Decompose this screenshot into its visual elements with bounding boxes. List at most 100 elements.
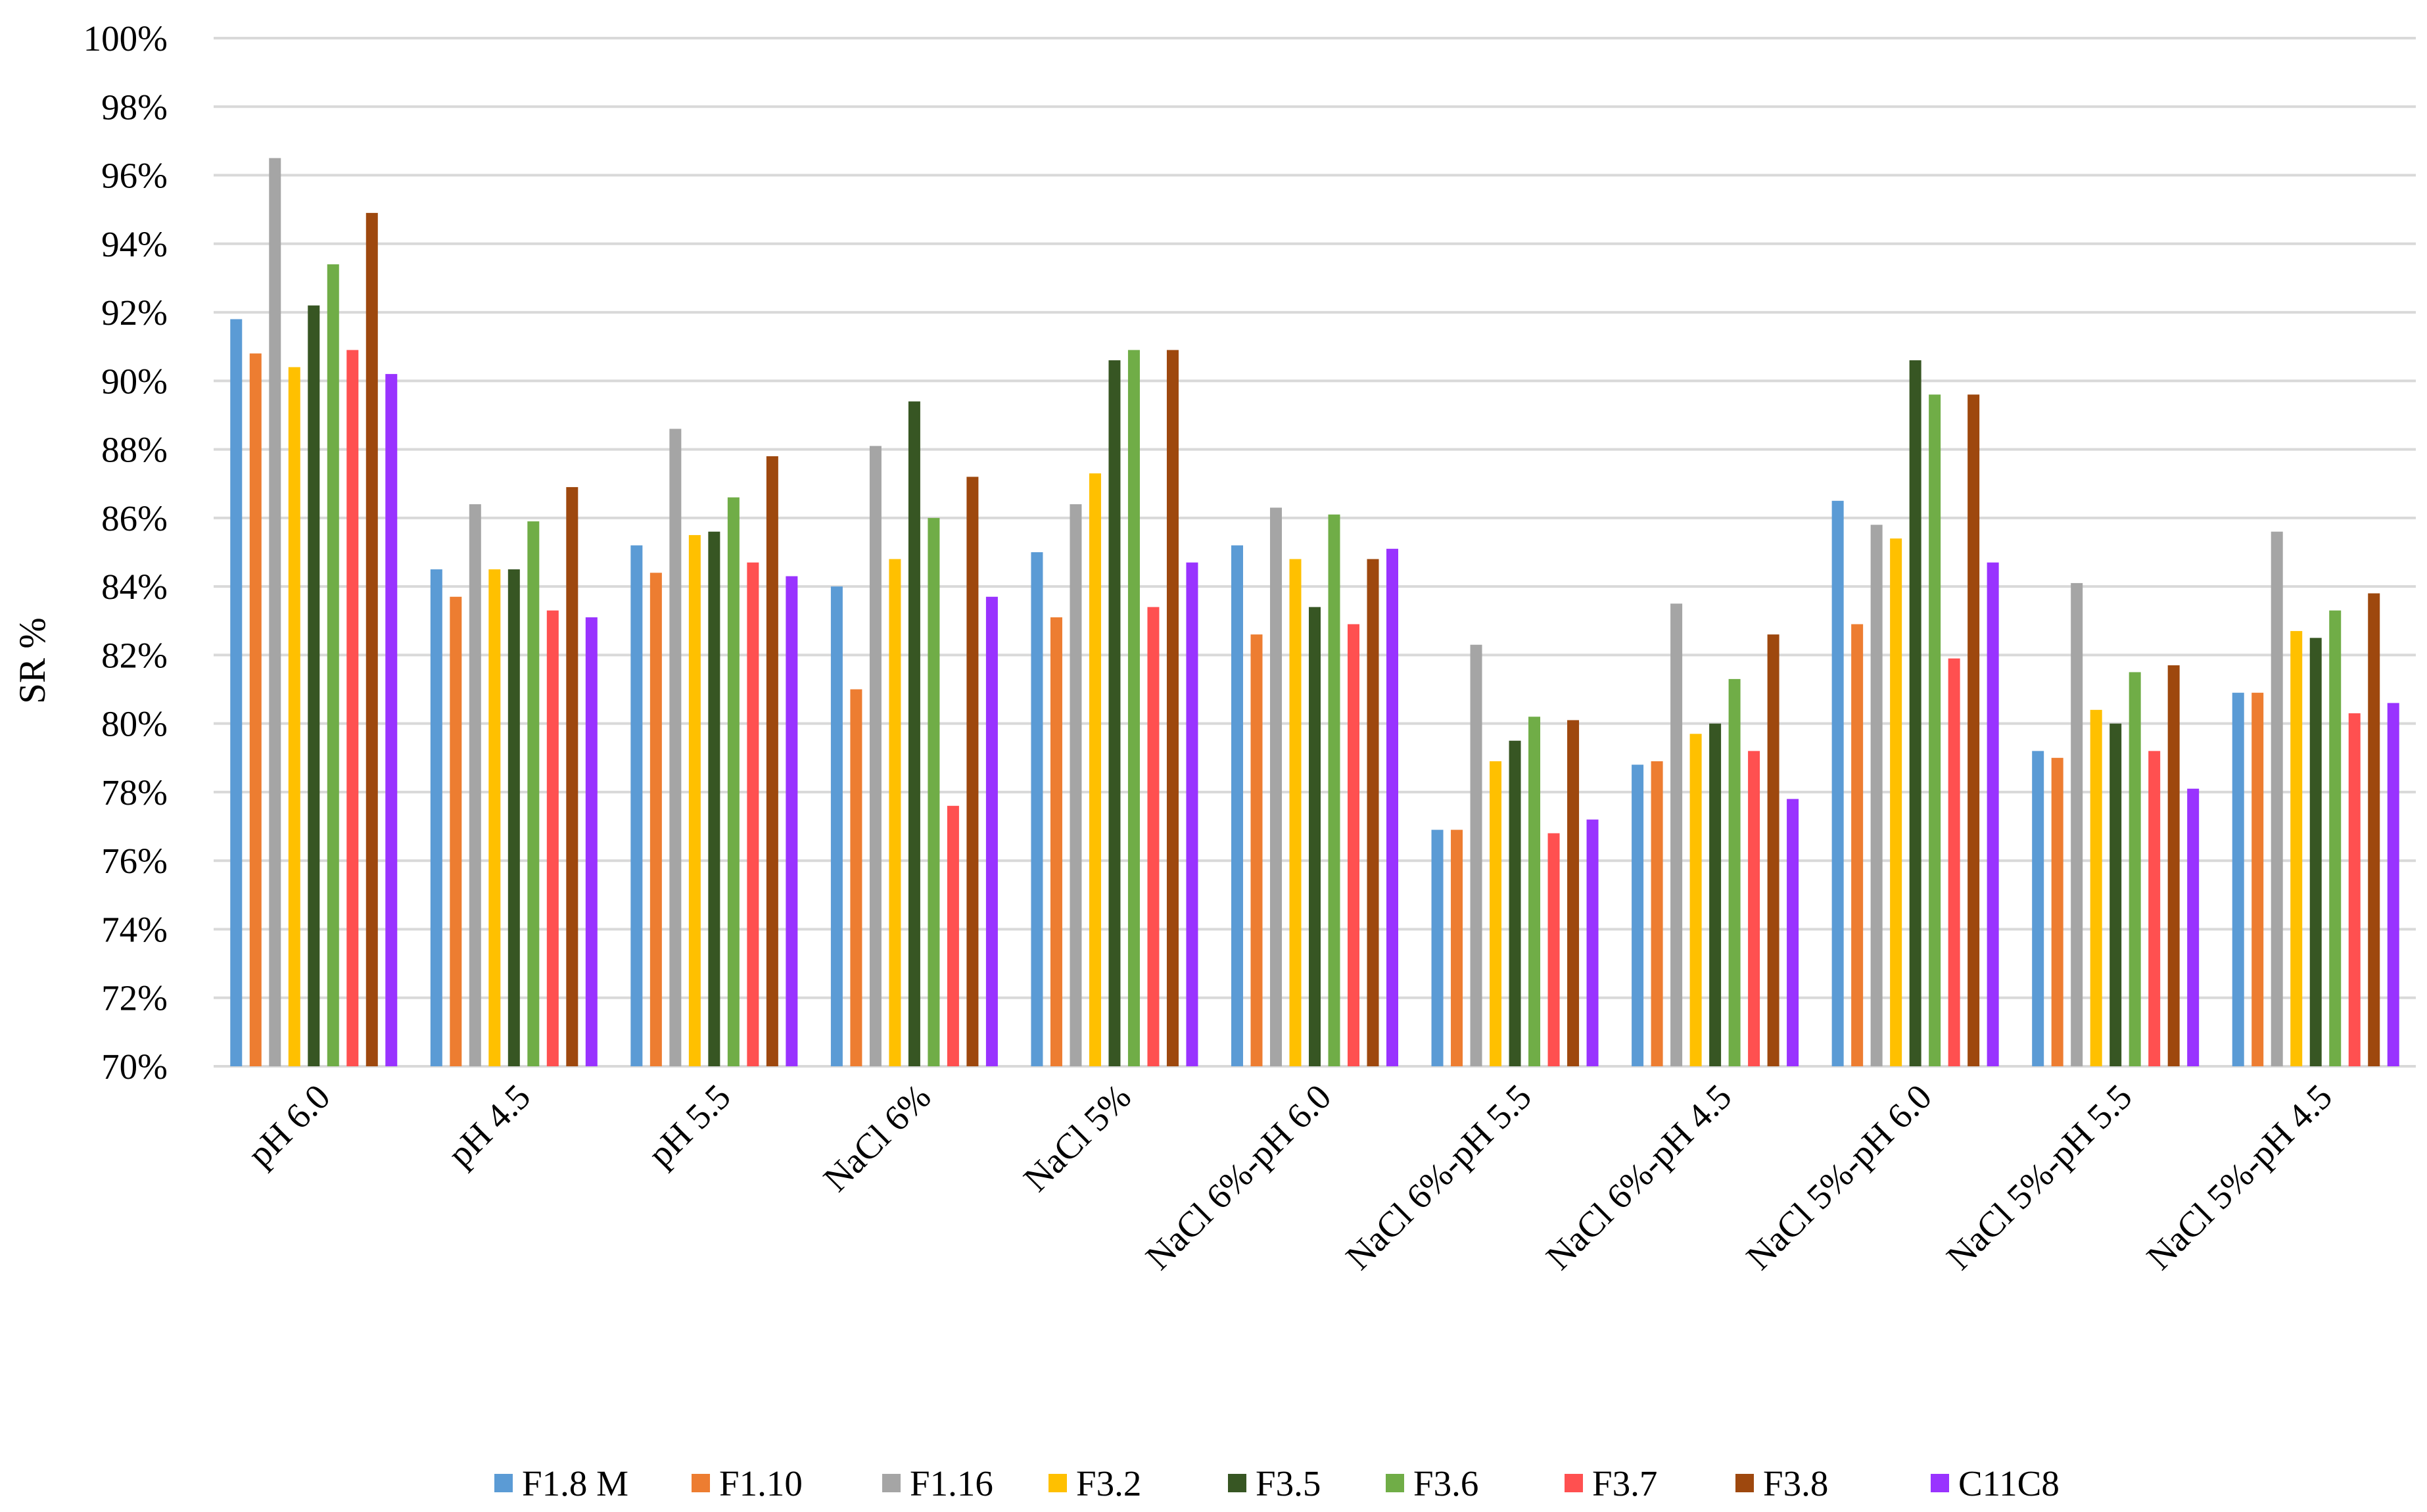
bar-f1-8-m-4 <box>1031 552 1043 1066</box>
bar-f3-2-7 <box>1689 734 1702 1066</box>
y-tick-label: 98% <box>101 87 168 127</box>
bar-f3-8-2 <box>766 456 778 1066</box>
bar-c11c8-4 <box>1186 562 1198 1066</box>
bar-f1-8-m-7 <box>1632 765 1644 1066</box>
bar-f3-6-8 <box>1929 394 1941 1066</box>
bar-f1-10-4 <box>1050 617 1062 1066</box>
bar-c11c8-7 <box>1787 799 1799 1066</box>
legend-label: F1.10 <box>719 1463 803 1503</box>
bar-f3-6-6 <box>1528 717 1541 1066</box>
bar-f3-8-9 <box>2167 665 2180 1066</box>
legend-swatch <box>882 1474 901 1492</box>
x-tick-label: NaCl 5%-pH 5.5 <box>1939 1076 2140 1277</box>
bar-f3-6-0 <box>327 264 339 1067</box>
bar-f1-8-m-6 <box>1431 830 1444 1066</box>
bar-f1-10-2 <box>649 573 662 1066</box>
legend-swatch <box>1931 1474 1949 1492</box>
bar-f1-10-5 <box>1250 634 1263 1066</box>
y-tick-label: 84% <box>101 567 168 607</box>
bar-f1-16-3 <box>869 446 882 1066</box>
bar-f3-6-7 <box>1728 678 1741 1066</box>
y-tick-label: 78% <box>101 772 168 813</box>
bar-f3-7-9 <box>2148 751 2161 1066</box>
bar-f3-6-4 <box>1127 350 1140 1066</box>
legend-swatch <box>1565 1474 1583 1492</box>
legend-swatch <box>494 1474 513 1492</box>
bar-c11c8-8 <box>1987 562 1999 1066</box>
bar-f1-8-m-5 <box>1231 545 1243 1066</box>
bar-f3-7-4 <box>1147 607 1160 1066</box>
legend-label: F3.6 <box>1413 1463 1478 1503</box>
bar-c11c8-6 <box>1586 819 1599 1066</box>
bar-f3-2-3 <box>889 559 901 1066</box>
bar-f3-5-8 <box>1909 360 1921 1066</box>
bar-f3-5-5 <box>1309 607 1321 1066</box>
bar-f1-16-6 <box>1470 644 1482 1066</box>
x-tick-label: pH 6.0 <box>240 1076 338 1174</box>
bar-f1-8-m-10 <box>2232 692 2244 1066</box>
x-tick-label: NaCl 6%-pH 5.5 <box>1338 1076 1539 1277</box>
bar-f3-8-10 <box>2368 593 2380 1066</box>
bar-f3-7-2 <box>747 562 759 1066</box>
legend-swatch <box>1735 1474 1754 1492</box>
legend-label: F3.5 <box>1256 1463 1321 1503</box>
bar-f1-10-7 <box>1651 761 1663 1066</box>
bar-f3-8-8 <box>1968 394 1980 1066</box>
bars <box>230 158 2399 1067</box>
bar-c11c8-2 <box>786 576 798 1066</box>
bar-f1-16-4 <box>1070 504 1082 1066</box>
bar-f3-6-3 <box>928 517 940 1066</box>
y-tick-label: 74% <box>101 909 168 949</box>
bar-f1-10-0 <box>249 353 262 1066</box>
bar-f3-5-7 <box>1709 723 1722 1066</box>
bar-f1-10-8 <box>1851 624 1864 1066</box>
y-tick-label: 96% <box>101 156 168 196</box>
x-axis-ticks: pH 6.0 pH 4.5 pH 5.5 NaCl 6% NaCl 5%NaCl 6%-… <box>240 1076 2340 1277</box>
bar-f3-7-5 <box>1348 624 1359 1066</box>
bar-f1-16-8 <box>1870 525 1883 1066</box>
bar-f1-16-5 <box>1270 508 1282 1066</box>
legend-label: F1.8 M <box>522 1463 628 1503</box>
bar-f3-6-2 <box>727 497 740 1066</box>
bar-f3-2-8 <box>1890 538 1902 1066</box>
bar-f3-7-7 <box>1748 751 1760 1066</box>
bar-f3-6-9 <box>2129 672 2141 1066</box>
y-tick-label: 72% <box>101 978 168 1018</box>
bar-f1-8-m-9 <box>2032 751 2044 1066</box>
bar-f3-6-10 <box>2329 610 2342 1066</box>
bar-f1-8-m-2 <box>630 545 643 1066</box>
bar-f3-7-3 <box>947 805 959 1066</box>
bar-f1-8-m-1 <box>430 569 442 1066</box>
y-tick-label: 100% <box>83 18 168 59</box>
bar-f1-16-2 <box>669 429 682 1066</box>
y-tick-label: 80% <box>101 704 168 744</box>
legend: F1.8 M F1.10 F1.16 F3.2 F3.5 F3.6 F3.7 F3.8 C11C… <box>494 1463 2060 1503</box>
bar-f1-10-10 <box>2251 692 2264 1066</box>
y-tick-label: 70% <box>101 1047 168 1087</box>
bar-f1-10-1 <box>450 596 462 1066</box>
legend-label: F3.2 <box>1076 1463 1141 1503</box>
legend-label: C11C8 <box>1958 1463 2060 1503</box>
bar-f3-7-8 <box>1948 658 1960 1066</box>
legend-swatch <box>692 1474 710 1492</box>
bar-f1-16-1 <box>469 504 481 1066</box>
bar-f3-5-4 <box>1108 360 1121 1066</box>
bar-f3-2-0 <box>288 367 300 1066</box>
legend-label: F1.16 <box>910 1463 993 1503</box>
x-tick-label: pH 5.5 <box>640 1076 738 1174</box>
bar-f3-6-1 <box>527 521 540 1066</box>
bar-f3-5-1 <box>507 569 520 1066</box>
y-tick-label: 92% <box>101 293 168 333</box>
legend-label: F3.7 <box>1592 1463 1657 1503</box>
bar-f1-8-m-0 <box>230 319 243 1066</box>
y-tick-label: 76% <box>101 841 168 881</box>
bar-f3-7-1 <box>546 610 559 1066</box>
bar-f1-10-3 <box>850 689 862 1066</box>
bar-f1-8-m-3 <box>830 586 843 1066</box>
bar-f1-16-0 <box>269 158 281 1066</box>
bar-f3-2-5 <box>1289 559 1302 1066</box>
bar-f3-5-0 <box>308 305 320 1066</box>
y-tick-label: 88% <box>101 430 168 470</box>
bar-f3-8-3 <box>966 477 979 1066</box>
bar-c11c8-3 <box>985 596 998 1066</box>
